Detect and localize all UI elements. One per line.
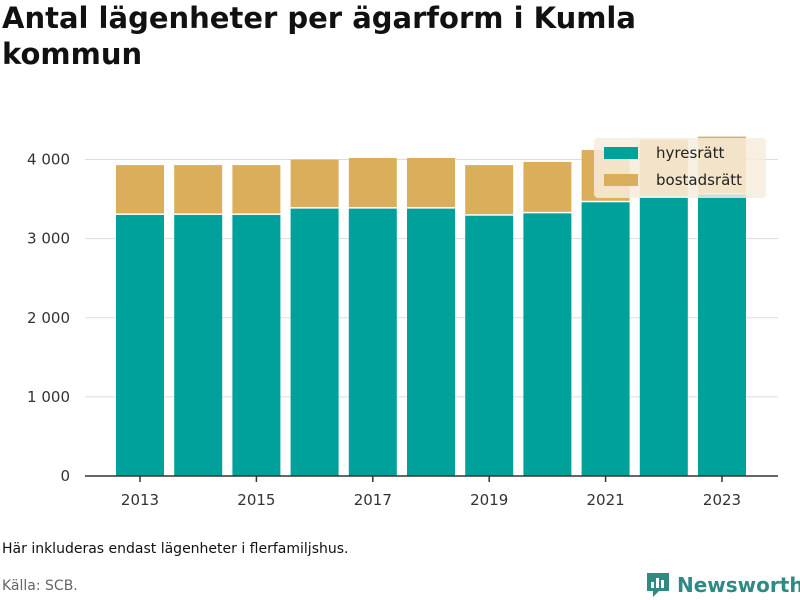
y-tick-label: 4 000 bbox=[27, 151, 70, 169]
y-tick-label: 1 000 bbox=[27, 388, 70, 406]
footnote: Här inkluderas endast lägenheter i flerf… bbox=[2, 541, 349, 557]
bar-bostadsratt-2018 bbox=[407, 157, 455, 208]
bar-hyresratt-2014 bbox=[174, 214, 223, 476]
bar-hyresratt-2017 bbox=[348, 208, 397, 477]
legend: hyresrätt bostadsrätt bbox=[594, 138, 766, 198]
chart-title: Antal lägenheter per ägarform i Kumla ko… bbox=[2, 1, 636, 71]
bar-hyresratt-2018 bbox=[407, 208, 455, 477]
bar-hyresratt-2022 bbox=[639, 197, 688, 477]
bar-hyresratt-2016 bbox=[290, 208, 339, 477]
x-tick-label: 2013 bbox=[121, 491, 159, 509]
bar-hyresratt-2021 bbox=[581, 202, 630, 476]
legend-swatch-bostadsratt bbox=[604, 174, 638, 186]
legend-swatch-hyresratt bbox=[604, 147, 638, 159]
source-text: Källa: SCB. bbox=[2, 578, 78, 594]
bar-hyresratt-2019 bbox=[465, 215, 514, 477]
bar-bostadsratt-2019 bbox=[465, 165, 514, 215]
newsworthy-logo-icon bbox=[647, 573, 669, 597]
bar-bostadsratt-2013 bbox=[116, 165, 164, 214]
y-tick-label: 2 000 bbox=[27, 309, 70, 327]
legend-label-bostadsratt: bostadsrätt bbox=[656, 171, 742, 189]
bar-hyresratt-2015 bbox=[232, 214, 281, 476]
bar-bostadsratt-2017 bbox=[348, 157, 397, 208]
bar-hyresratt-2020 bbox=[523, 213, 572, 476]
x-tick-label: 2019 bbox=[470, 491, 508, 509]
y-tick-label: 3 000 bbox=[27, 230, 70, 248]
bar-bostadsratt-2020 bbox=[523, 161, 572, 212]
bar-hyresratt-2013 bbox=[116, 214, 164, 476]
chart: 0 1 000 2 000 3 000 4 000 2013 2015 2017 2019 202… bbox=[27, 136, 778, 509]
axes: 0 1 000 2 000 3 000 4 000 2013 2015 2017 2019 202… bbox=[27, 151, 778, 509]
bar-bostadsratt-2014 bbox=[174, 165, 223, 214]
x-tick-label: 2015 bbox=[237, 491, 275, 509]
x-tick-label: 2021 bbox=[587, 491, 625, 509]
x-tick-label: 2017 bbox=[354, 491, 392, 509]
brand-logo: Newsworthy bbox=[645, 570, 800, 600]
brand-name: Newsworthy bbox=[677, 573, 800, 597]
bar-bostadsratt-2016 bbox=[290, 159, 339, 208]
y-tick-label: 0 bbox=[60, 467, 70, 485]
legend-label-hyresratt: hyresrätt bbox=[656, 144, 725, 162]
bar-bostadsratt-2015 bbox=[232, 165, 281, 214]
bar-hyresratt-2023 bbox=[698, 194, 746, 476]
x-tick-label: 2023 bbox=[703, 491, 741, 509]
